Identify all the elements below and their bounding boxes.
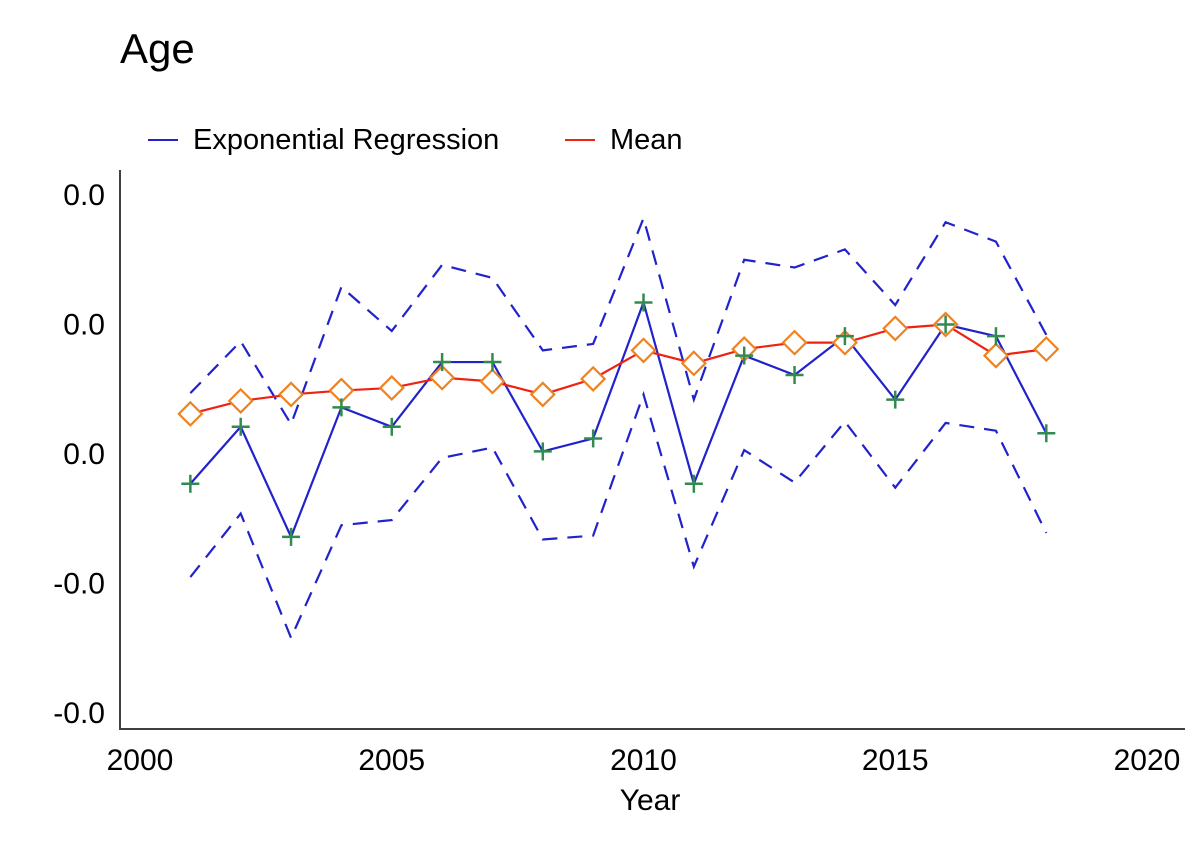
legend-line-swatch [148,139,178,141]
legend: Exponential Regression Mean [0,122,1193,158]
diamond-marker [277,381,305,408]
legend-label: Mean [610,123,683,156]
y-tick-label: -0.0 [53,568,105,601]
y-tick-label: -0.0 [53,697,105,730]
diamond-marker [982,342,1010,369]
legend-label: Exponential Regression [193,123,500,156]
series-line-exponential-regression [189,298,1048,540]
legend-item-exponential-regression: Exponential Regression [148,122,499,158]
y-tick-label: 0.0 [63,309,105,342]
diamond-marker [580,365,607,392]
diamond-marker [227,387,254,414]
x-axis-title: Year [619,784,681,817]
x-tick-label: 2000 [107,744,174,777]
x-tick-label: 2020 [1114,744,1181,777]
y-tick-label: 0.0 [63,179,105,212]
diamond-marker [378,374,405,402]
chart-title: Age [120,25,195,72]
diamond-marker [882,315,909,342]
x-tick-label: 2005 [358,744,425,777]
legend-line-swatch [565,139,595,141]
y-tick-label: 0.0 [63,438,105,471]
diamond-marker [1033,336,1060,363]
legend-item-mean: Mean [565,122,683,158]
series-line-lower-confidence-bound [189,390,1048,641]
diamond-marker [479,368,506,395]
x-tick-label: 2010 [610,744,677,777]
diamond-marker [680,350,707,377]
diamond-marker [529,381,556,408]
diamond-marker [429,364,456,391]
x-tick-label: 2015 [862,744,929,777]
diamond-marker [177,400,204,427]
diamond-marker [630,337,657,364]
diamond-marker [781,329,808,356]
